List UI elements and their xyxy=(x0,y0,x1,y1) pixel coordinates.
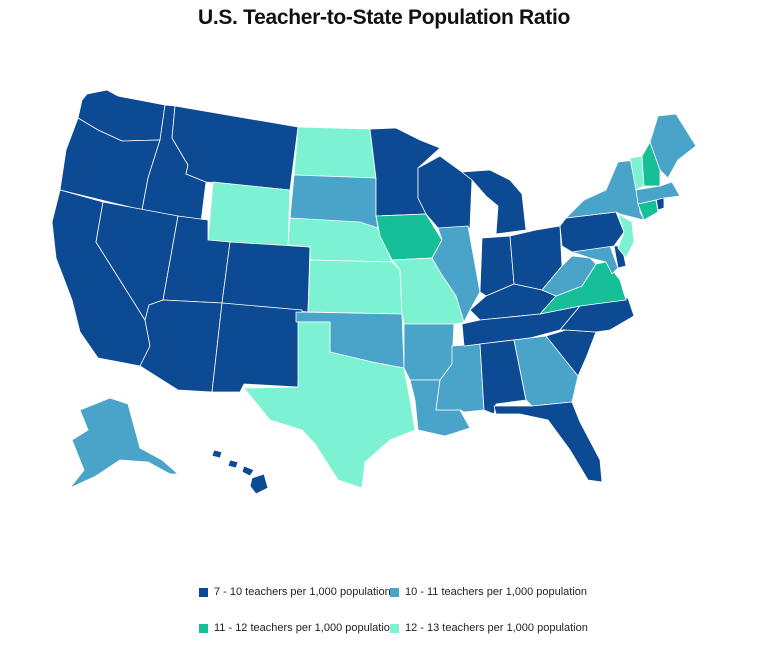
us-map xyxy=(51,89,697,495)
state-NH[interactable] xyxy=(641,141,661,187)
legend-item-11-12: 11 - 12 teachers per 1,000 population xyxy=(199,622,396,634)
state-KS[interactable] xyxy=(307,259,403,315)
state-CO[interactable] xyxy=(221,241,311,313)
state-NJ[interactable] xyxy=(617,213,635,259)
state-AZ[interactable] xyxy=(139,299,223,393)
state-PA[interactable] xyxy=(559,211,625,253)
state-WV[interactable] xyxy=(541,255,597,297)
state-AK[interactable] xyxy=(69,397,179,489)
state-MT[interactable] xyxy=(171,105,299,191)
legend-item-10-11: 10 - 11 teachers per 1,000 population xyxy=(390,586,587,598)
legend-swatch xyxy=(390,587,399,597)
state-SC[interactable] xyxy=(545,329,597,377)
state-MA[interactable] xyxy=(635,181,681,205)
page-title: U.S. Teacher-to-State Population Ratio xyxy=(197,6,571,29)
state-WI[interactable] xyxy=(417,155,473,229)
state-MI[interactable] xyxy=(461,169,527,235)
legend-item-12-13: 12 - 13 teachers per 1,000 population xyxy=(390,622,588,634)
legend-item-7-10: 7 - 10 teachers per 1,000 population xyxy=(199,586,391,598)
legend-swatch xyxy=(199,623,208,633)
state-WY[interactable] xyxy=(207,181,291,249)
state-FL[interactable] xyxy=(493,401,603,483)
state-ME[interactable] xyxy=(649,113,697,179)
state-NM[interactable] xyxy=(211,302,303,393)
legend-swatch xyxy=(199,587,208,597)
legend-label: 12 - 13 teachers per 1,000 population xyxy=(405,622,588,634)
legend-label: 11 - 12 teachers per 1,000 population xyxy=(214,622,397,634)
state-HI[interactable] xyxy=(211,449,269,495)
state-ND[interactable] xyxy=(293,126,377,179)
legend-label: 10 - 11 teachers per 1,000 population xyxy=(405,586,588,598)
state-IL[interactable] xyxy=(431,225,481,323)
legend-swatch xyxy=(390,623,399,633)
legend-label: 7 - 10 teachers per 1,000 population xyxy=(214,586,391,598)
state-TX[interactable] xyxy=(243,321,416,489)
